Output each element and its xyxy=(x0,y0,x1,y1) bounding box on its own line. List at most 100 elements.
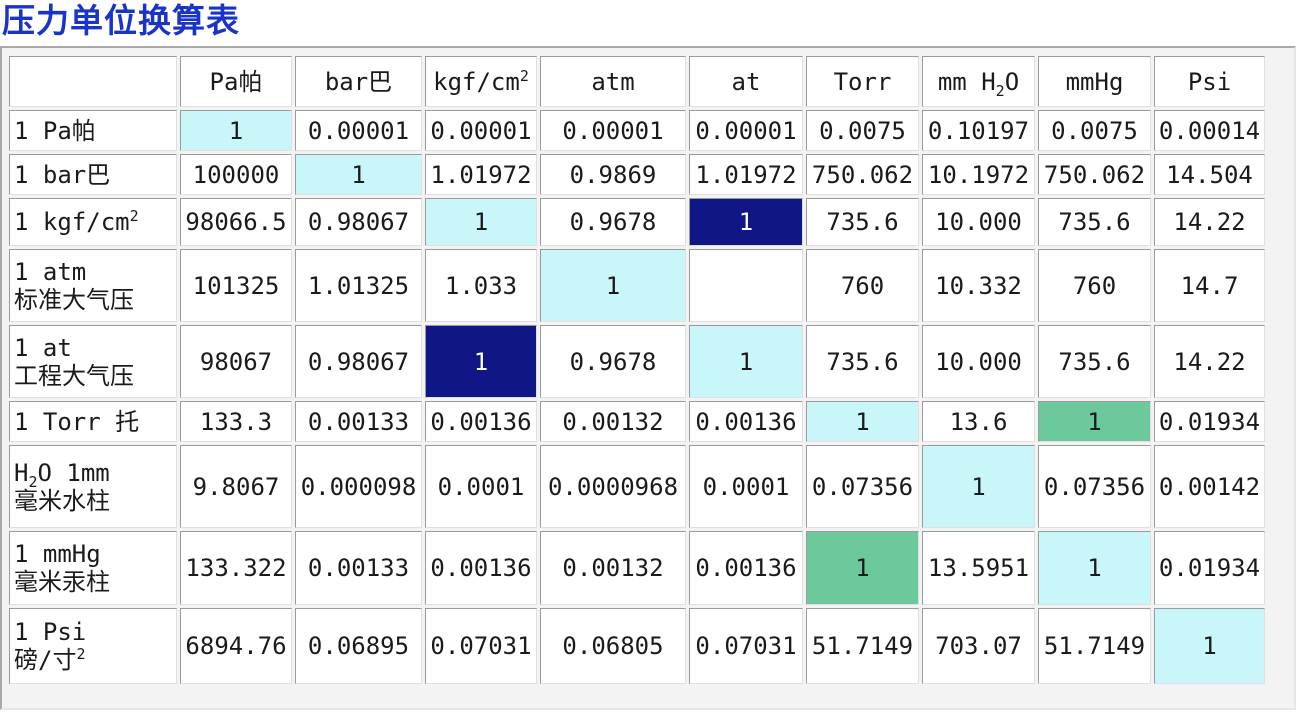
row-header: H2O 1mm 毫米水柱 xyxy=(9,445,177,528)
row-header-label: 1 at xyxy=(14,333,72,362)
row-header-label: 1 mmHg xyxy=(14,540,101,568)
table-row: 1 Pa帕 1 0.00001 0.00001 0.00001 0.00001 … xyxy=(9,110,1265,151)
table-cell: 1 xyxy=(1154,608,1265,684)
table-cell: 1 xyxy=(425,198,537,246)
row-header-sublabel-wrap: 磅/寸2 xyxy=(14,646,176,674)
table-cell: 0.07031 xyxy=(425,608,537,684)
table-cell: 0.00001 xyxy=(540,110,686,151)
row-header: 1 kgf/cm2 xyxy=(9,198,177,246)
table-cell: 1 xyxy=(806,401,919,442)
corner-cell xyxy=(9,56,177,107)
table-row: 1 kgf/cm2 98066.5 0.98067 1 0.9678 1 735… xyxy=(9,198,1265,246)
table-cell: 0.00133 xyxy=(295,401,422,442)
table-cell: 10.000 xyxy=(922,325,1035,398)
table-cell: 1.01972 xyxy=(689,154,803,195)
table-cell: 133.3 xyxy=(180,401,292,442)
table-cell: 0.06895 xyxy=(295,608,422,684)
table-cell: 0.00136 xyxy=(425,531,537,605)
row-header-label: 1 Psi xyxy=(14,618,87,646)
table-cell: 0.98067 xyxy=(295,198,422,246)
table-cell: 14.22 xyxy=(1154,198,1265,246)
row-header-label: 1 kgf/cm xyxy=(14,208,130,236)
table-cell: 735.6 xyxy=(806,325,919,398)
table-cell: 703.07 xyxy=(922,608,1035,684)
table-cell: 0.0001 xyxy=(689,445,803,528)
table-cell: 760 xyxy=(1038,249,1151,322)
row-header-label: 1 atm xyxy=(14,257,87,286)
row-header-label: H2O 1mm xyxy=(14,458,176,491)
table-cell: 1 xyxy=(806,531,919,605)
table-cell: 0.01934 xyxy=(1154,401,1265,442)
table-cell: 1.01972 xyxy=(425,154,537,195)
conversion-table-frame: Pa帕 bar巴 kgf/cm2 atm at Torr mm H2O mmHg… xyxy=(0,46,1296,710)
table-cell: 51.7149 xyxy=(806,608,919,684)
table-cell: 100000 xyxy=(180,154,292,195)
table-row: 1 bar巴 100000 1 1.01972 0.9869 1.01972 7… xyxy=(9,154,1265,195)
table-cell: 0.10197 xyxy=(922,110,1035,151)
table-cell: 1 xyxy=(1038,531,1151,605)
row-header: 1 Torr 托 xyxy=(9,401,177,442)
page-title: 压力单位换算表 xyxy=(2,1,240,40)
table-cell: 13.6 xyxy=(922,401,1035,442)
table-cell: 1 xyxy=(295,154,422,195)
table-cell: 1.033 xyxy=(425,249,537,322)
col-header: Psi xyxy=(1154,56,1265,107)
table-cell: 750.062 xyxy=(806,154,919,195)
table-cell: 10.332 xyxy=(922,249,1035,322)
table-cell: 0.0075 xyxy=(806,110,919,151)
row-header: 1 atm 标准大气压 xyxy=(9,249,177,322)
col-header: at xyxy=(689,56,803,107)
table-cell: 0.0001 xyxy=(425,445,537,528)
table-cell: 6894.76 xyxy=(180,608,292,684)
col-header: kgf/cm2 xyxy=(425,56,537,107)
table-cell: 1 xyxy=(689,198,803,246)
table-cell: 1 xyxy=(922,445,1035,528)
table-cell xyxy=(689,249,803,322)
table-cell: 133.322 xyxy=(180,531,292,605)
row-header-sublabel: 磅/寸 xyxy=(14,646,77,674)
table-cell: 51.7149 xyxy=(1038,608,1151,684)
row-header-label-h: H xyxy=(14,458,29,487)
table-cell: 10.000 xyxy=(922,198,1035,246)
subscript-2: 2 xyxy=(28,472,38,491)
table-cell: 0.00001 xyxy=(425,110,537,151)
table-cell: 1 xyxy=(540,249,686,322)
table-cell: 0.07356 xyxy=(1038,445,1151,528)
table-row: 1 Torr 托 133.3 0.00133 0.00136 0.00132 0… xyxy=(9,401,1265,442)
col-header: mm H2O xyxy=(922,56,1035,107)
table-cell: 750.062 xyxy=(1038,154,1151,195)
table-cell: 1 xyxy=(425,325,537,398)
table-cell: 0.07356 xyxy=(806,445,919,528)
col-header-label: mm H xyxy=(937,67,996,96)
table-cell: 735.6 xyxy=(806,198,919,246)
row-header: 1 mmHg 毫米汞柱 xyxy=(9,531,177,605)
conversion-table: Pa帕 bar巴 kgf/cm2 atm at Torr mm H2O mmHg… xyxy=(6,53,1268,687)
table-cell: 98066.5 xyxy=(180,198,292,246)
table-cell: 14.22 xyxy=(1154,325,1265,398)
table-cell: 0.07031 xyxy=(689,608,803,684)
table-row: 1 atm 标准大气压 101325 1.01325 1.033 1 760 10… xyxy=(9,249,1265,322)
table-cell: 735.6 xyxy=(1038,325,1151,398)
col-header: Pa帕 xyxy=(180,56,292,107)
table-cell: 0.00142 xyxy=(1154,445,1265,528)
table-cell: 98067 xyxy=(180,325,292,398)
col-header: bar巴 xyxy=(295,56,422,107)
subscript-2: 2 xyxy=(995,81,1005,100)
col-header: atm xyxy=(540,56,686,107)
table-cell: 0.00136 xyxy=(425,401,537,442)
table-cell: 0.00133 xyxy=(295,531,422,605)
table-cell: 1 xyxy=(180,110,292,151)
table-cell: 0.06805 xyxy=(540,608,686,684)
table-cell: 760 xyxy=(806,249,919,322)
table-cell: 1 xyxy=(689,325,803,398)
table-cell: 0.00136 xyxy=(689,531,803,605)
table-cell: 0.9869 xyxy=(540,154,686,195)
table-cell: 0.00132 xyxy=(540,531,686,605)
col-header-suffix: O xyxy=(1004,67,1020,96)
table-cell: 0.00001 xyxy=(295,110,422,151)
table-cell: 0.0000968 xyxy=(540,445,686,528)
table-cell: 9.8067 xyxy=(180,445,292,528)
table-cell: 0.9678 xyxy=(540,198,686,246)
row-header-sublabel: 工程大气压 xyxy=(14,361,134,390)
row-header: 1 Pa帕 xyxy=(9,110,177,151)
